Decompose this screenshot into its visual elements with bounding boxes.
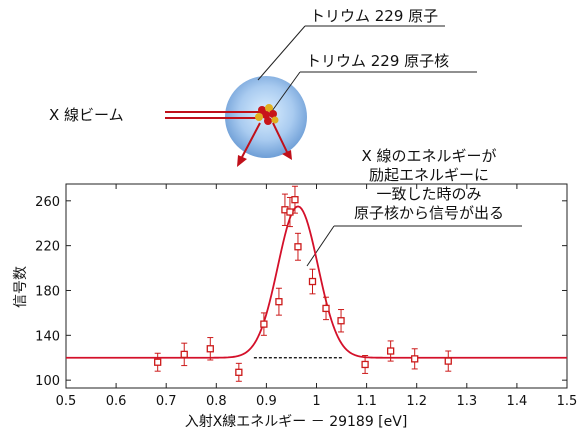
point-marker	[154, 358, 162, 366]
annotation-line-2: 励起エネルギーに	[368, 166, 489, 184]
nucleus-label: トリウム 229 原子核	[306, 52, 450, 70]
atom-label: トリウム 229 原子	[310, 7, 439, 25]
x-tick-label: 1.1	[356, 394, 377, 409]
point-marker	[322, 304, 330, 313]
data-point	[154, 352, 162, 372]
fit-layer	[66, 205, 567, 359]
point-marker	[180, 350, 188, 359]
point-marker	[275, 298, 283, 306]
point-marker	[294, 243, 302, 251]
fit-curve	[66, 205, 567, 359]
x-tick-label: 0.7	[156, 394, 177, 409]
data-point	[361, 354, 369, 374]
x-tick-label: 0.5	[56, 394, 77, 409]
atom-label-leader	[257, 25, 306, 81]
point-marker	[286, 208, 294, 216]
point-marker	[235, 368, 243, 376]
x-axis-ticks: 0.5 0.6 0.7 0.8 0.9 1 1.1 1.2 1.3 1.4 1.5	[56, 184, 578, 409]
y-tick-label: 180	[35, 284, 60, 299]
data-point	[206, 337, 214, 361]
data-point	[308, 268, 317, 295]
point-marker	[411, 355, 419, 363]
point-marker	[361, 360, 369, 369]
x-tick-label: 1	[312, 394, 320, 409]
point-marker	[386, 347, 395, 355]
data-point	[235, 362, 243, 382]
y-tick-label: 100	[35, 374, 60, 389]
data-point	[275, 287, 283, 316]
point-marker	[308, 277, 317, 286]
data-point	[444, 350, 452, 372]
point-marker	[444, 357, 452, 365]
nucleus-label-leader	[271, 71, 301, 112]
data-point	[386, 340, 395, 362]
point-marker	[337, 317, 345, 325]
point-marker	[260, 320, 268, 328]
annotation-leader	[306, 225, 335, 267]
data-point	[180, 342, 188, 367]
x-tick-label: 1.3	[456, 394, 477, 409]
data-points	[154, 185, 452, 382]
y-tick-label: 140	[35, 329, 60, 344]
atom-diagram	[165, 25, 522, 267]
x-tick-label: 1.4	[507, 394, 528, 409]
nucleus-cluster	[255, 104, 279, 125]
y-axis-label: 信号数	[13, 266, 29, 308]
emission-arrow-left	[237, 122, 261, 167]
chart: 0.5 0.6 0.7 0.8 0.9 1 1.1 1.2 1.3 1.4 1.5 100 140 18…	[13, 183, 578, 430]
x-axis-label: 入射X線エネルギー － 29189 [eV]	[185, 414, 408, 430]
x-tick-label: 1.2	[406, 394, 427, 409]
data-point	[260, 312, 268, 336]
y-tick-label: 260	[35, 195, 60, 210]
data-point	[411, 348, 419, 370]
point-marker	[206, 345, 214, 353]
annotation-line-1: X 線のエネルギーが	[361, 147, 497, 165]
data-point	[291, 185, 299, 214]
y-axis-ticks: 100 140 180 220 260	[35, 195, 567, 389]
emission-arrow-right	[272, 122, 292, 160]
annotation-line-4: 原子核から信号が出る	[353, 204, 504, 222]
x-tick-label: 1.5	[557, 394, 578, 409]
annotation-line-3: 一致した時のみ	[376, 185, 482, 203]
x-tick-label: 0.8	[206, 394, 227, 409]
data-point	[294, 232, 302, 261]
data-point	[337, 309, 345, 333]
beam-label: X 線ビーム	[49, 106, 124, 124]
y-tick-label: 220	[35, 240, 60, 255]
point-marker	[291, 196, 299, 204]
x-tick-label: 0.9	[256, 394, 277, 409]
data-point	[322, 296, 330, 321]
x-tick-label: 0.6	[106, 394, 127, 409]
